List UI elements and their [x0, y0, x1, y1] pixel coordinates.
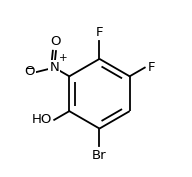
- Text: N: N: [49, 61, 59, 74]
- Text: O: O: [25, 65, 35, 78]
- Text: Br: Br: [92, 149, 107, 162]
- Text: F: F: [96, 26, 103, 39]
- Text: +: +: [59, 53, 68, 63]
- Text: −: −: [25, 62, 35, 75]
- Text: HO: HO: [32, 113, 52, 126]
- Text: O: O: [51, 35, 61, 48]
- Text: F: F: [147, 61, 155, 74]
